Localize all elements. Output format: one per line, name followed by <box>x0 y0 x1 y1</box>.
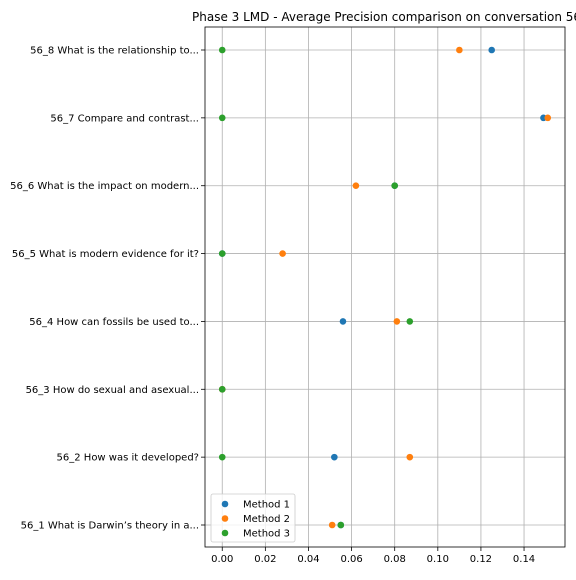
plot-frame <box>204 26 566 548</box>
data-point <box>393 318 401 325</box>
legend-marker <box>221 529 229 537</box>
data-point <box>337 521 345 529</box>
chart-title: Phase 3 LMD - Average Precision comparis… <box>192 10 576 24</box>
legend-label: Method 1 <box>243 500 290 511</box>
data-point <box>218 453 226 461</box>
legend-marker <box>221 515 229 522</box>
y-tick-label: 56_2 How was it developed? <box>57 453 199 464</box>
y-tick-label: 56_8 What is the relationship to... <box>30 46 199 57</box>
legend-label: Method 2 <box>243 514 290 525</box>
tick-labels: 0.00 0.02 0.04 0.06 0.08 0.10 0.12 0.14 56_1 Wha… <box>10 46 535 566</box>
data-point <box>352 182 360 190</box>
axes <box>201 26 566 551</box>
data-points <box>218 46 552 529</box>
y-tick-label: 56_3 How do sexual and asexual... <box>26 385 199 396</box>
data-point <box>406 453 414 461</box>
data-point <box>391 182 399 190</box>
data-point <box>406 318 414 325</box>
x-tick-label: 0.14 <box>513 554 535 565</box>
data-point <box>218 114 226 122</box>
data-point <box>218 250 226 257</box>
data-point <box>339 318 347 325</box>
legend-marker <box>221 500 229 508</box>
y-tick-label: 56_1 What is Darwin’s theory in a... <box>21 521 199 532</box>
data-point <box>328 521 336 529</box>
grid-layer <box>205 27 565 547</box>
x-tick-label: 0.02 <box>254 554 276 565</box>
legend-label: Method 3 <box>243 529 290 540</box>
data-point <box>218 46 226 54</box>
data-point <box>488 46 496 54</box>
y-tick-label: 56_6 What is the impact on modern... <box>10 181 199 192</box>
y-tick-label: 56_5 What is modern evidence for it? <box>12 249 199 260</box>
data-point <box>279 250 286 257</box>
data-point <box>544 114 552 122</box>
y-tick-label: 56_4 How can fossils be used to... <box>29 317 199 328</box>
x-tick-label: 0.00 <box>211 554 233 565</box>
x-tick-label: 0.12 <box>470 554 492 565</box>
legend: Method 1 Method 2 Method 3 <box>210 493 296 543</box>
data-point <box>456 46 463 54</box>
legend-box <box>210 493 296 543</box>
y-tick-label: 56_7 Compare and contrast... <box>50 113 199 124</box>
data-point <box>331 453 338 461</box>
x-tick-label: 0.08 <box>384 554 406 565</box>
x-tick-label: 0.10 <box>427 554 449 565</box>
x-tick-label: 0.06 <box>340 554 362 565</box>
x-tick-label: 0.04 <box>297 554 319 565</box>
data-point <box>218 385 226 393</box>
